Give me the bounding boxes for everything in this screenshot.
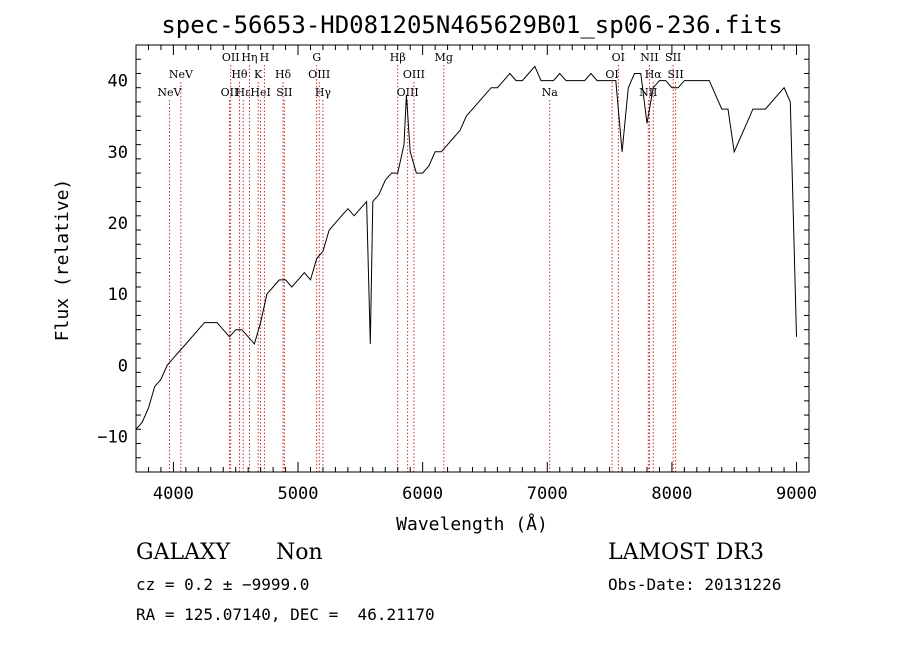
line-label-23: NII bbox=[640, 51, 658, 64]
x-tick-label-9000: 9000 bbox=[776, 484, 817, 504]
emission-lines: NeV NeV OII OII Hθ Hε Hη K HeI H Hδ SII G OIII Hγ Hβ OII… bbox=[157, 51, 684, 472]
line-label-19: Na bbox=[542, 86, 559, 99]
object-subclass: Non bbox=[276, 540, 323, 565]
line-label-25: SII bbox=[665, 51, 681, 64]
y-tick-label--10: −10 bbox=[97, 427, 128, 447]
line-label-17: OIII bbox=[403, 68, 425, 81]
line-label-12: G bbox=[312, 51, 321, 64]
line-label-20: OI bbox=[605, 68, 618, 81]
line-label-26: SII bbox=[668, 68, 684, 81]
line-label-10: Hδ bbox=[275, 68, 292, 81]
x-tick-label-6000: 6000 bbox=[402, 484, 443, 504]
line-label-22: NII bbox=[639, 86, 657, 99]
line-label-13: OIII bbox=[308, 68, 330, 81]
line-label-11: SII bbox=[276, 86, 292, 99]
spectrum-series-line bbox=[135, 65, 797, 430]
y-axis-label: Flux (relative) bbox=[52, 179, 73, 342]
line-label-18: Mg bbox=[435, 51, 453, 64]
obs-date: Obs-Date: 20131226 bbox=[608, 575, 781, 594]
line-label-0: NeV bbox=[157, 86, 182, 99]
line-label-24: Hα bbox=[645, 68, 663, 81]
line-label-8: HeI bbox=[250, 86, 270, 99]
axis-ticks: 4000 5000 6000 7000 8000 9000 −10 0 10 20 30 40 bbox=[97, 44, 817, 504]
line-label-14: Hγ bbox=[315, 86, 332, 99]
x-tick-label-4000: 4000 bbox=[153, 484, 194, 504]
x-tick-label-7000: 7000 bbox=[527, 484, 568, 504]
x-tick-label-8000: 8000 bbox=[651, 484, 692, 504]
line-label-7: K bbox=[254, 68, 263, 81]
y-tick-label-10: 10 bbox=[108, 285, 128, 305]
y-tick-label-40: 40 bbox=[108, 72, 128, 92]
line-label-16: OIII bbox=[397, 86, 419, 99]
line-label-5: Hε bbox=[236, 86, 252, 99]
line-label-6: Hη bbox=[241, 51, 257, 64]
object-class: GALAXY bbox=[136, 540, 231, 565]
chart-title: spec-56653-HD081205N465629B01_sp06-236.f… bbox=[161, 11, 782, 39]
line-label-15: Hβ bbox=[390, 51, 406, 64]
line-label-3: OII bbox=[222, 51, 240, 64]
line-label-21: OI bbox=[612, 51, 625, 64]
line-label-9: H bbox=[260, 51, 270, 64]
x-tick-label-5000: 5000 bbox=[278, 484, 319, 504]
survey-name: LAMOST DR3 bbox=[608, 540, 764, 565]
y-tick-label-30: 30 bbox=[108, 143, 128, 163]
y-tick-label-20: 20 bbox=[108, 214, 128, 234]
line-label-1: NeV bbox=[169, 68, 194, 81]
line-label-2: OII bbox=[221, 86, 239, 99]
redshift-cz: cz = 0.2 ± −9999.0 bbox=[136, 575, 309, 594]
y-tick-label-0: 0 bbox=[118, 356, 128, 376]
ra-dec: RA = 125.07140, DEC = 46.21170 bbox=[136, 605, 435, 624]
x-axis-label: Wavelength (Å) bbox=[396, 513, 548, 535]
line-label-4: Hθ bbox=[231, 68, 248, 81]
